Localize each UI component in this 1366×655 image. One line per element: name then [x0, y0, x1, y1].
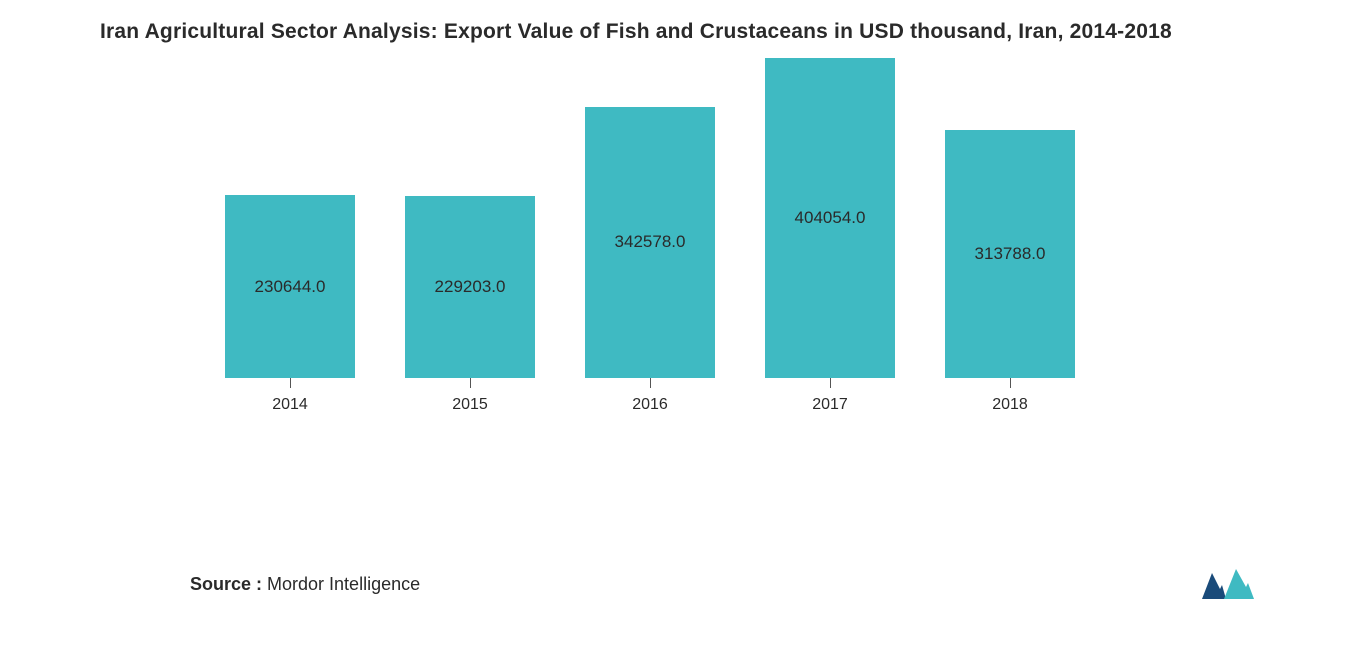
axis-tick — [290, 378, 291, 388]
source-line: Source : Mordor Intelligence — [190, 574, 420, 595]
bar-value-label: 313788.0 — [945, 244, 1075, 264]
bar-group: 313788.0 2018 — [920, 130, 1100, 415]
bar: 342578.0 — [585, 107, 715, 378]
bar-group: 342578.0 2016 — [560, 107, 740, 414]
bar-value-label: 229203.0 — [405, 277, 535, 297]
chart-area: 230644.0 2014 229203.0 2015 342578.0 2016 4040… — [200, 94, 1100, 444]
bar: 313788.0 — [945, 130, 1075, 379]
bar-value-label: 404054.0 — [765, 208, 895, 228]
x-axis-label: 2015 — [452, 396, 488, 414]
bar-group: 404054.0 2017 — [740, 58, 920, 414]
bar-group: 229203.0 2015 — [380, 196, 560, 414]
x-axis-label: 2014 — [272, 396, 308, 414]
bar: 229203.0 — [405, 196, 535, 378]
logo-shape-2 — [1224, 569, 1254, 599]
axis-tick — [1010, 378, 1011, 388]
bar-group: 230644.0 2014 — [200, 195, 380, 414]
bar-value-label: 230644.0 — [225, 277, 355, 297]
axis-tick — [470, 378, 471, 388]
x-axis-label: 2016 — [632, 396, 668, 414]
axis-tick — [650, 378, 651, 388]
mordor-logo — [1200, 565, 1256, 603]
chart-container: Iran Agricultural Sector Analysis: Expor… — [0, 0, 1366, 655]
source-label: Source : — [190, 574, 262, 594]
logo-shape-1 — [1202, 573, 1226, 599]
x-axis-label: 2017 — [812, 396, 848, 414]
bar-value-label: 342578.0 — [585, 232, 715, 252]
x-axis-label: 2018 — [992, 396, 1028, 414]
bar: 230644.0 — [225, 195, 355, 378]
bars-wrapper: 230644.0 2014 229203.0 2015 342578.0 2016 4040… — [200, 94, 1100, 414]
axis-tick — [830, 378, 831, 388]
chart-title: Iran Agricultural Sector Analysis: Expor… — [100, 20, 1266, 44]
source-text: Mordor Intelligence — [262, 574, 420, 594]
bar: 404054.0 — [765, 58, 895, 378]
